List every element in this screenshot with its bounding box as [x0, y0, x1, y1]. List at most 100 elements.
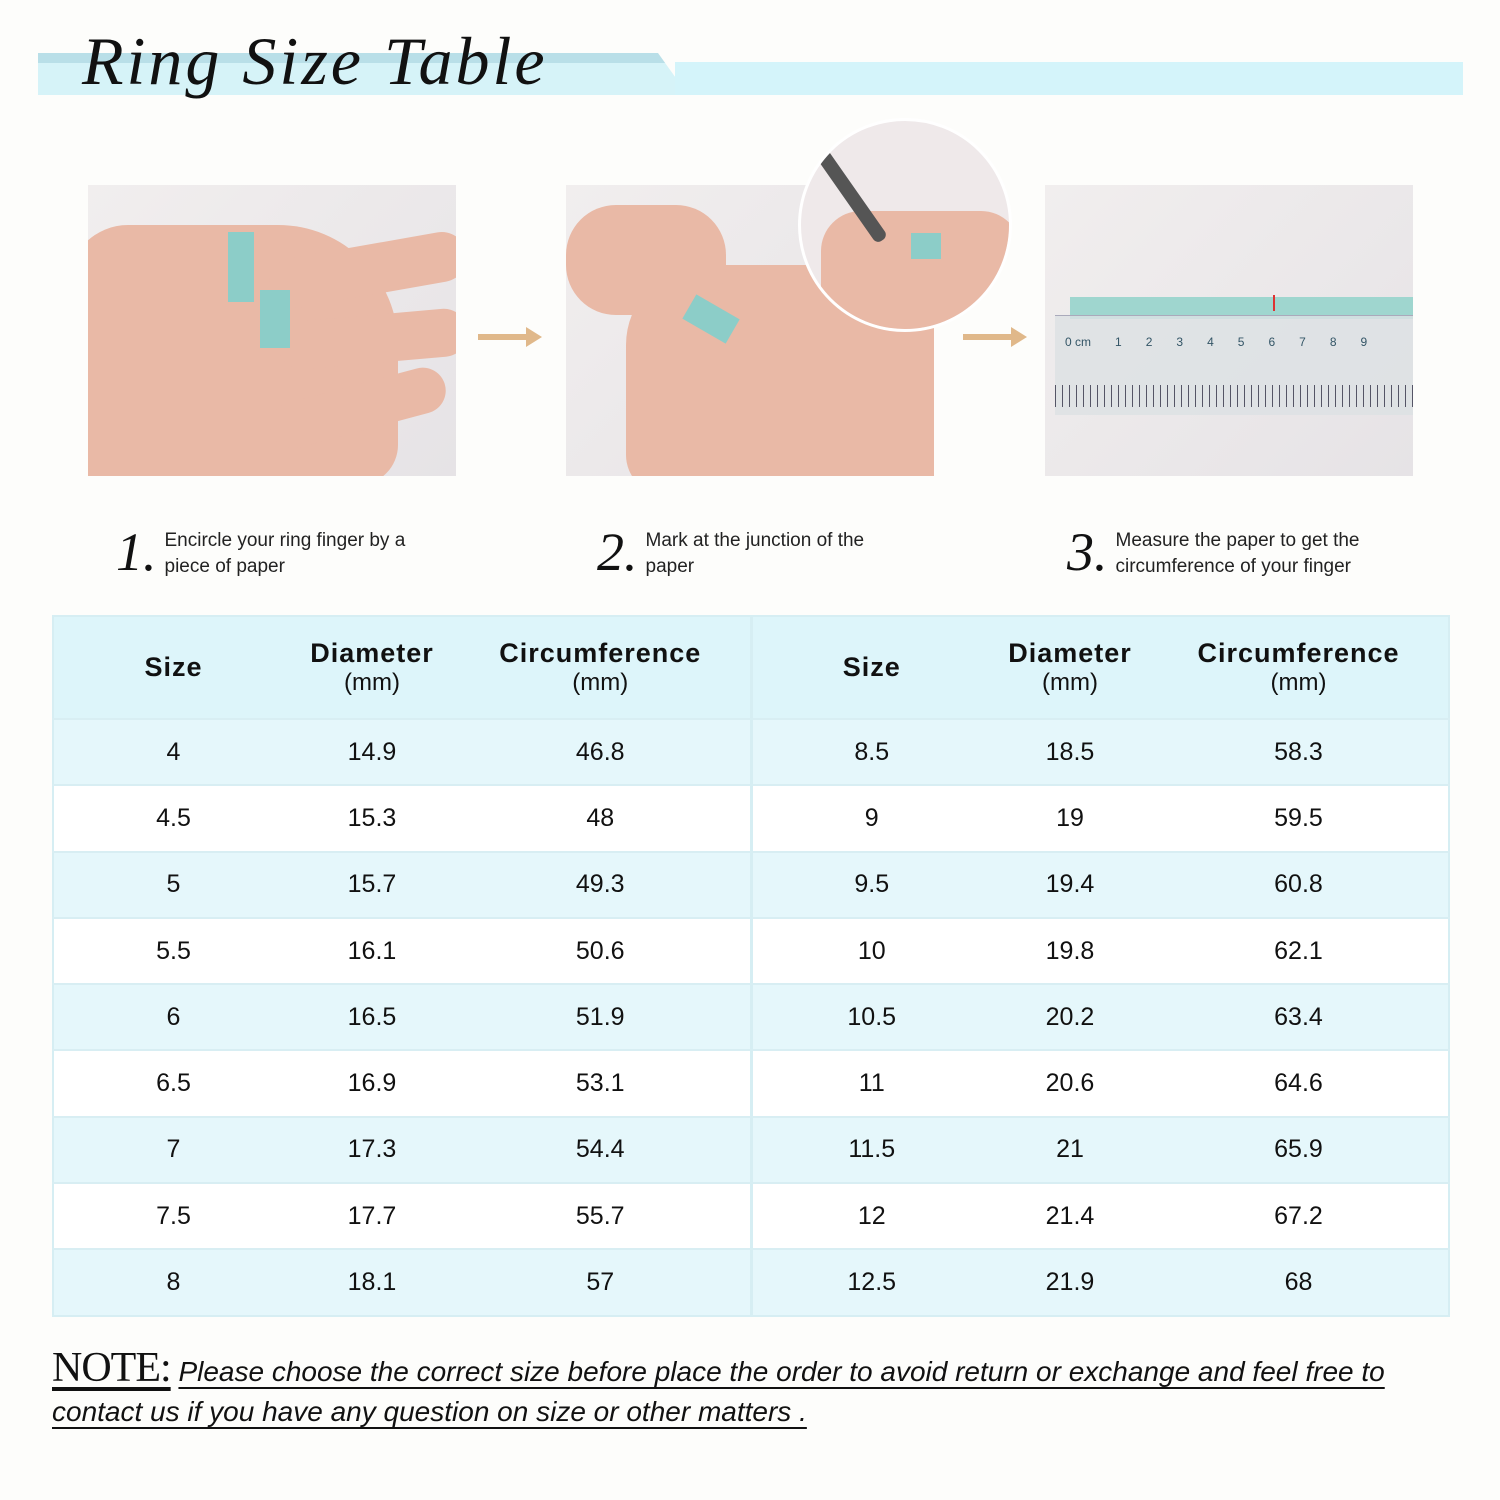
size-cell: 6.5	[53, 1049, 293, 1117]
table-row: 8 18.1 57 12.5 21.9 68	[53, 1248, 1449, 1316]
diameter-cell: 16.9	[293, 1049, 451, 1117]
note-text: Please choose the correct size before pl…	[52, 1356, 1385, 1427]
note-label: NOTE:	[52, 1345, 172, 1391]
header-circumference: Circumference (mm)	[451, 616, 753, 719]
circumference-cell: 59.5	[1149, 784, 1449, 852]
table-row: 6 16.5 51.9 10.5 20.2 63.4	[53, 983, 1449, 1051]
diameter-cell: 16.5	[293, 983, 451, 1051]
circumference-cell: 58.3	[1149, 717, 1449, 786]
ruler-label: 2	[1145, 335, 1153, 349]
diameter-cell: 15.3	[293, 784, 451, 852]
diameter-cell: 17.3	[293, 1115, 451, 1184]
diameter-cell: 21.4	[991, 1182, 1149, 1250]
size-cell: 4	[53, 717, 293, 786]
table-row: 6.5 16.9 53.1 11 20.6 64.6	[53, 1049, 1449, 1117]
circumference-cell: 67.2	[1149, 1182, 1449, 1250]
ruler-label: 5	[1237, 335, 1245, 349]
step-number: 3.	[1067, 522, 1108, 582]
size-cell: 11	[751, 1049, 991, 1117]
circumference-cell: 46.8	[451, 717, 753, 786]
diameter-cell: 17.7	[293, 1182, 451, 1250]
diameter-cell: 15.7	[293, 850, 451, 918]
note: NOTE: Please choose the correct size bef…	[52, 1345, 1452, 1432]
size-cell: 12.5	[751, 1248, 991, 1316]
size-cell: 12	[751, 1182, 991, 1250]
diameter-cell: 21.9	[991, 1248, 1149, 1316]
ruler-label: 1	[1115, 335, 1122, 349]
circumference-cell: 48	[451, 784, 753, 852]
diameter-cell: 18.5	[991, 717, 1149, 786]
step-text: Measure the paper to get the circumferen…	[1115, 530, 1360, 577]
table-row: 7 17.3 54.4 11.5 21 65.9	[53, 1115, 1449, 1184]
step-1: 1. Encircle your ring finger by a piece …	[116, 522, 435, 582]
header-size: Size	[53, 616, 293, 719]
table-row: 7.5 17.7 55.7 12 21.4 67.2	[53, 1182, 1449, 1250]
diameter-cell: 19	[991, 784, 1149, 852]
diameter-cell: 19.8	[991, 916, 1149, 985]
step-2: 2. Mark at the junction of the paper	[597, 522, 906, 582]
size-cell: 11.5	[751, 1115, 991, 1184]
title-band	[38, 53, 688, 95]
circumference-cell: 63.4	[1149, 983, 1449, 1051]
circumference-cell: 54.4	[451, 1115, 753, 1184]
size-cell: 7	[53, 1115, 293, 1184]
circumference-cell: 49.3	[451, 850, 753, 918]
arrow-right-icon	[963, 327, 1027, 347]
header-diameter: Diameter (mm)	[293, 616, 451, 719]
size-cell: 8.5	[751, 717, 991, 786]
size-cell: 5	[53, 850, 293, 918]
size-cell: 8	[53, 1248, 293, 1316]
header-diameter: Diameter (mm)	[991, 616, 1149, 719]
circumference-cell: 51.9	[451, 983, 753, 1051]
table-row: 5.5 16.1 50.6 10 19.8 62.1	[53, 916, 1449, 985]
ruler-label: 3	[1176, 335, 1184, 349]
circumference-cell: 64.6	[1149, 1049, 1449, 1117]
header-size: Size	[751, 616, 991, 719]
circumference-cell: 50.6	[451, 916, 753, 985]
step-text: Mark at the junction of the paper	[645, 530, 865, 577]
circumference-cell: 68	[1149, 1248, 1449, 1316]
header-circumference: Circumference (mm)	[1149, 616, 1449, 719]
ruler-label: 9	[1360, 335, 1368, 349]
step-3-photo: 0 cm 1 2 3 4 5 6 7 8 9	[1045, 185, 1413, 476]
step-number: 2.	[597, 522, 638, 582]
circumference-cell: 60.8	[1149, 850, 1449, 918]
size-cell: 5.5	[53, 916, 293, 985]
ruler-label: 4	[1207, 335, 1214, 349]
ruler-label: 0 cm	[1065, 335, 1092, 349]
ring-size-table: Size Diameter (mm) Circumference (mm) Size…	[52, 615, 1450, 1317]
diameter-cell: 18.1	[293, 1248, 451, 1316]
step-3: 3. Measure the paper to get the circumfe…	[1067, 522, 1406, 582]
table-header-row: Size Diameter (mm) Circumference (mm) Size…	[53, 616, 1449, 719]
ruler-label: 8	[1329, 335, 1337, 349]
diameter-cell: 19.4	[991, 850, 1149, 918]
arrow-right-icon	[478, 327, 542, 347]
step-2-detail-photo	[798, 118, 1012, 332]
diameter-cell: 20.2	[991, 983, 1149, 1051]
circumference-cell: 57	[451, 1248, 753, 1316]
step-text: Encircle your ring finger by a piece of …	[164, 530, 406, 577]
diameter-cell: 21	[991, 1115, 1149, 1184]
table-row: 4 14.9 46.8 8.5 18.5 58.3	[53, 717, 1449, 786]
diameter-cell: 20.6	[991, 1049, 1149, 1117]
size-cell: 7.5	[53, 1182, 293, 1250]
circumference-cell: 53.1	[451, 1049, 753, 1117]
table-row: 5 15.7 49.3 9.5 19.4 60.8	[53, 850, 1449, 918]
step-number: 1.	[116, 522, 157, 582]
page-title: Ring Size Table	[82, 23, 548, 99]
table-row: 4.5 15.3 48 9 19 59.5	[53, 784, 1449, 852]
diameter-cell: 14.9	[293, 717, 451, 786]
diameter-cell: 16.1	[293, 916, 451, 985]
circumference-cell: 65.9	[1149, 1115, 1449, 1184]
size-cell: 6	[53, 983, 293, 1051]
size-cell: 4.5	[53, 784, 293, 852]
ruler-label: 6	[1268, 335, 1276, 349]
size-cell: 9	[751, 784, 991, 852]
circumference-cell: 62.1	[1149, 916, 1449, 985]
size-cell: 9.5	[751, 850, 991, 918]
title-band-extension	[675, 62, 1463, 95]
circumference-cell: 55.7	[451, 1182, 753, 1250]
ruler-label: 7	[1299, 335, 1306, 349]
size-cell: 10	[751, 916, 991, 985]
size-cell: 10.5	[751, 983, 991, 1051]
